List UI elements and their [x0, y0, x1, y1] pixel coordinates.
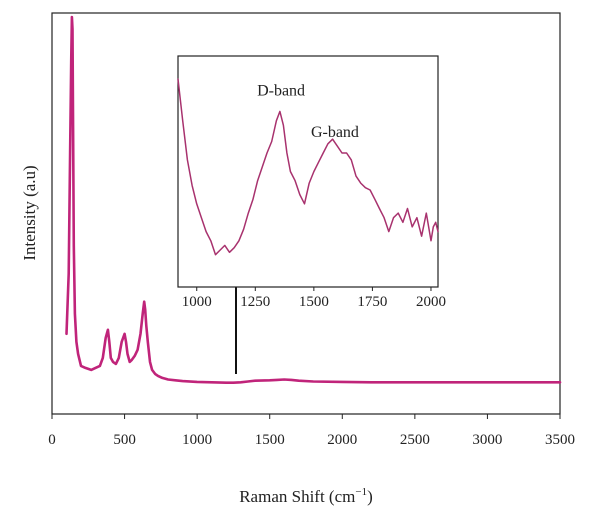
main-x-tick-label: 3000 [472, 432, 502, 448]
main-x-tick-label: 2500 [400, 432, 430, 448]
main-series-group [65, 15, 562, 385]
main-x-tick-label: 2000 [327, 432, 357, 448]
main-x-tick-label: 3500 [545, 432, 575, 448]
inset-series-line-0 [177, 78, 439, 256]
main-plot-frame [51, 12, 561, 415]
inset-x-tick-label: 1750 [357, 294, 387, 310]
inset-annotations: D-band G-band [257, 82, 359, 141]
main-x-tick-label: 1500 [255, 432, 285, 448]
main-x-tick-label: 500 [113, 432, 136, 448]
inset-annotation-0: D-band [257, 82, 305, 99]
main-x-ticks: 0 500 1000 1500 2000 2500 3000 3500 [48, 414, 575, 448]
inset-series-group [177, 78, 439, 256]
inset-x-tick-label: 1500 [299, 294, 329, 310]
inset-plot: 1000 1250 1500 1750 2000 D-band G-band [177, 55, 446, 310]
main-x-tick-label: 1000 [182, 432, 212, 448]
inset-x-tick-label: 1250 [240, 294, 270, 310]
main-x-tick-label: 0 [48, 432, 56, 448]
y-axis-title: Intensity (a.u) [20, 165, 39, 260]
inset-annotation-1: G-band [311, 124, 359, 141]
inset-x-tick-label: 2000 [416, 294, 446, 310]
inset-x-tick-label: 1000 [182, 294, 212, 310]
main-plot: 0 500 1000 1500 2000 2500 3000 3500 [48, 12, 575, 448]
main-series-line-0 [65, 15, 562, 385]
x-axis-title: Raman Shift (cm−1) [239, 486, 373, 506]
inset-x-ticks: 1000 1250 1500 1750 2000 [182, 287, 446, 310]
